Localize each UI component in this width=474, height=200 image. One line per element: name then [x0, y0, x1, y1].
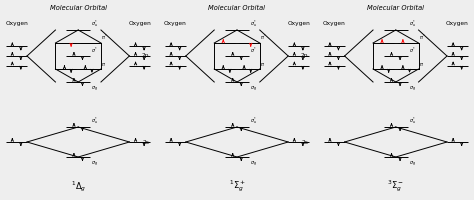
Text: $\sigma^*$: $\sigma^*$ — [91, 46, 99, 55]
Text: $\sigma_u^*$: $\sigma_u^*$ — [250, 115, 257, 126]
Text: 2p: 2p — [142, 53, 149, 58]
Text: Oxygen: Oxygen — [323, 21, 346, 26]
Text: $\sigma_g$: $\sigma_g$ — [91, 160, 98, 169]
Text: $\pi^*$: $\pi^*$ — [419, 33, 426, 42]
Text: Oxygen: Oxygen — [164, 21, 187, 26]
Text: $\pi^*$: $\pi^*$ — [101, 33, 108, 42]
Text: $\sigma_u^*$: $\sigma_u^*$ — [409, 115, 416, 126]
Text: $^3\Sigma_g^-$: $^3\Sigma_g^-$ — [387, 179, 404, 194]
Text: 2p: 2p — [301, 53, 308, 58]
Text: $\sigma_g$: $\sigma_g$ — [409, 160, 416, 169]
Text: $\sigma^*$: $\sigma^*$ — [250, 46, 257, 55]
Text: $\sigma_g$: $\sigma_g$ — [250, 85, 257, 94]
Text: $\pi$: $\pi$ — [101, 61, 106, 68]
Text: Oxygen: Oxygen — [446, 21, 469, 26]
Text: 2s: 2s — [301, 140, 308, 144]
Text: Molecular Orbital: Molecular Orbital — [50, 5, 107, 11]
Text: $\sigma_u^*$: $\sigma_u^*$ — [91, 18, 99, 29]
Text: $\pi$: $\pi$ — [419, 61, 423, 68]
Text: $^1\Sigma_g^+$: $^1\Sigma_g^+$ — [228, 179, 246, 194]
Text: $\sigma_g$: $\sigma_g$ — [91, 85, 98, 94]
Text: $\pi^*$: $\pi^*$ — [260, 33, 267, 42]
Text: 2s: 2s — [142, 140, 149, 144]
Text: $^1\Delta_g$: $^1\Delta_g$ — [71, 180, 86, 194]
Text: Molecular Orbital: Molecular Orbital — [367, 5, 424, 11]
Text: $\sigma_g$: $\sigma_g$ — [409, 85, 416, 94]
Text: Oxygen: Oxygen — [128, 21, 151, 26]
Text: Oxygen: Oxygen — [5, 21, 28, 26]
Text: $\sigma_g$: $\sigma_g$ — [250, 160, 257, 169]
Text: $\sigma_u^*$: $\sigma_u^*$ — [91, 115, 99, 126]
Text: Oxygen: Oxygen — [287, 21, 310, 26]
Text: Molecular Orbital: Molecular Orbital — [209, 5, 265, 11]
Text: $\pi$: $\pi$ — [260, 61, 264, 68]
Text: $\sigma_u^*$: $\sigma_u^*$ — [250, 18, 257, 29]
Text: $\sigma_u^*$: $\sigma_u^*$ — [409, 18, 416, 29]
Text: $\sigma^*$: $\sigma^*$ — [409, 46, 416, 55]
